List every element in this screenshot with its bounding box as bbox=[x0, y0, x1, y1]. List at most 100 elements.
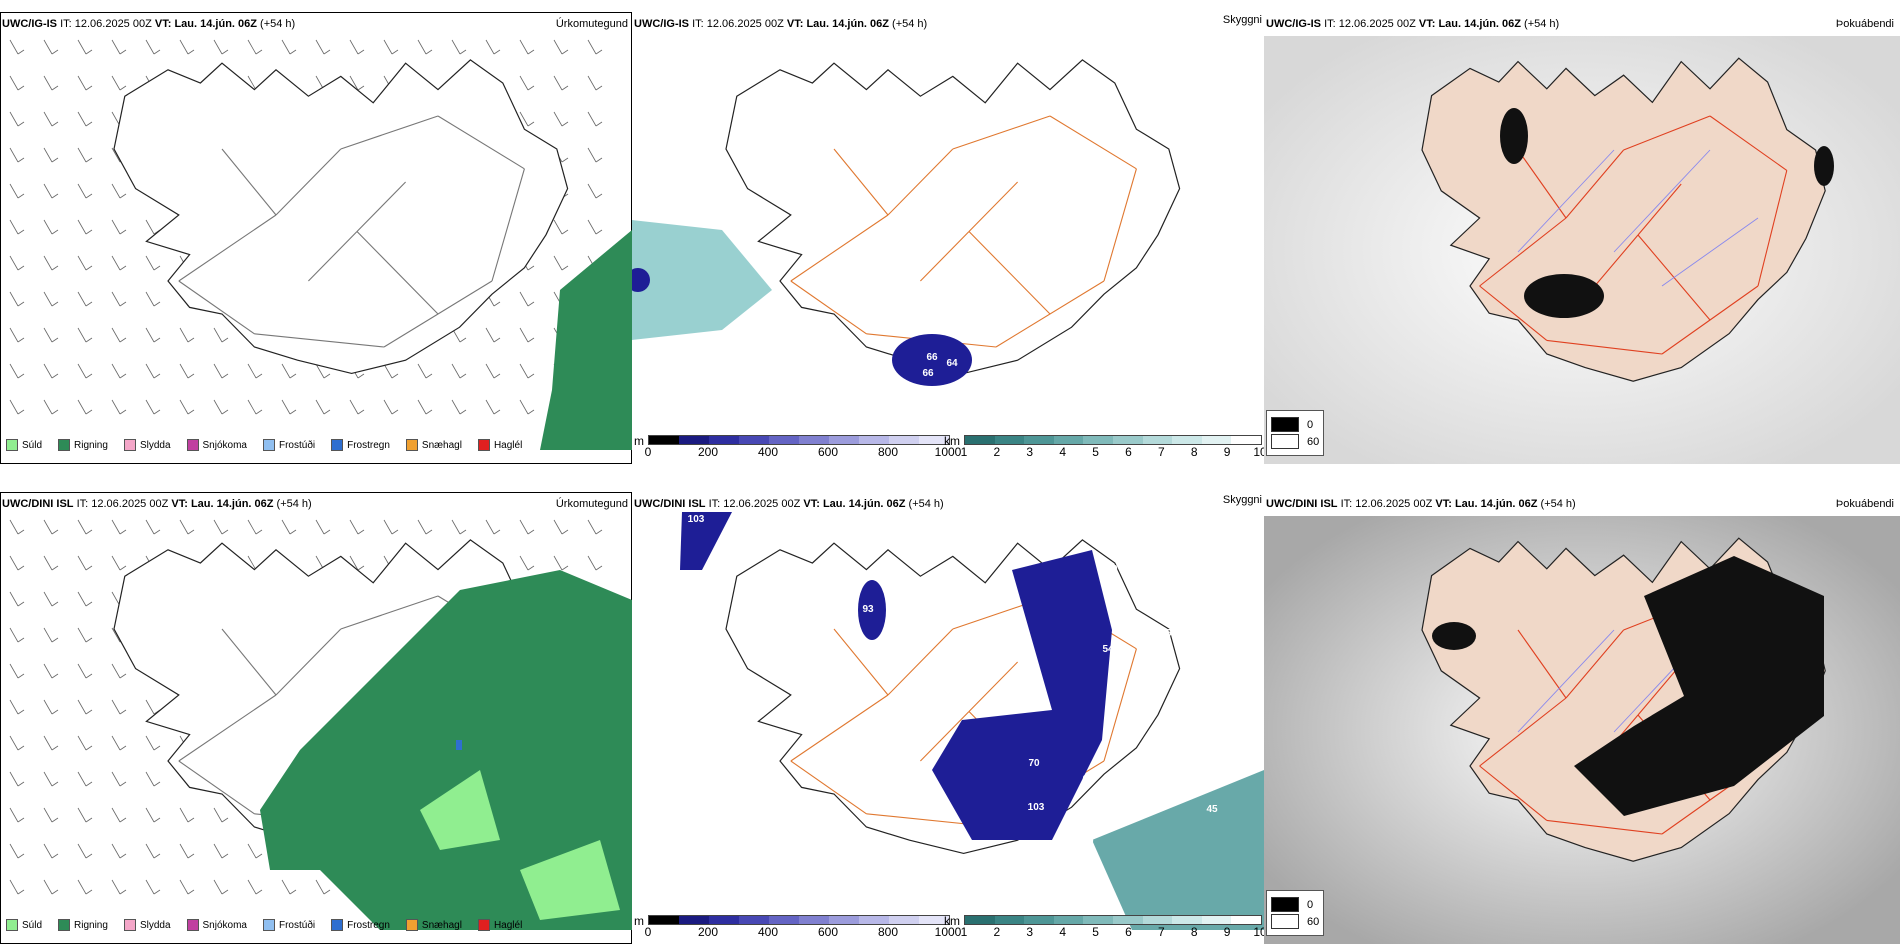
road-line bbox=[1479, 285, 1548, 341]
wind-barb bbox=[111, 699, 121, 715]
road-line bbox=[1103, 648, 1137, 762]
road-line bbox=[221, 148, 277, 216]
vis-color-cell bbox=[965, 916, 995, 924]
wind-barb-tick bbox=[493, 49, 501, 55]
wind-barb bbox=[553, 39, 563, 55]
wind-barb bbox=[485, 363, 495, 379]
wind-barb bbox=[247, 843, 257, 859]
wind-barb-tick bbox=[187, 889, 195, 895]
cloud-base-label: 45 bbox=[1206, 804, 1218, 815]
wind-barb bbox=[179, 363, 189, 379]
wind-barb bbox=[9, 183, 19, 199]
wind-barb bbox=[145, 327, 155, 343]
legend-label: Snæhagl bbox=[421, 439, 462, 451]
road-line bbox=[1546, 819, 1663, 835]
wind-barb bbox=[43, 771, 53, 787]
legend-item: Frostregn bbox=[331, 439, 390, 451]
wind-barb-tick bbox=[323, 373, 331, 379]
wind-barb bbox=[111, 327, 121, 343]
wind-barb-tick bbox=[595, 49, 603, 55]
wind-barb bbox=[247, 555, 257, 571]
wind-barb bbox=[281, 39, 291, 55]
cloud-base-label: 54 bbox=[1102, 644, 1114, 655]
road-line bbox=[308, 231, 358, 282]
wind-barb bbox=[145, 39, 155, 55]
wind-barb-tick bbox=[527, 529, 535, 535]
wind-barb-tick bbox=[459, 337, 467, 343]
wind-barb bbox=[43, 111, 53, 127]
height-tick: 1000 bbox=[934, 925, 962, 939]
wind-barb bbox=[145, 291, 155, 307]
wind-barb-tick bbox=[119, 709, 127, 715]
cloud-blob bbox=[680, 512, 732, 570]
cloud-base-label: 70 bbox=[1028, 758, 1040, 769]
height-colorbar: m 0 200 400 600 800 1000 bbox=[634, 435, 961, 461]
wind-barb-tick bbox=[51, 529, 59, 535]
wind-barb-tick bbox=[17, 301, 25, 307]
wind-barb bbox=[485, 327, 495, 343]
road-line bbox=[275, 148, 342, 216]
precip-panel-dini: UWC/DINI ISL IT: 12.06.2025 00Z VT: Lau.… bbox=[0, 492, 632, 944]
road-line bbox=[1479, 697, 1567, 767]
wind-barb-tick bbox=[255, 529, 263, 535]
wind-barb bbox=[451, 39, 461, 55]
wind-barb bbox=[111, 519, 121, 535]
vis-color-cell bbox=[1201, 916, 1232, 924]
road-line bbox=[833, 148, 889, 216]
height-color-cell bbox=[739, 436, 769, 444]
wind-barb-tick bbox=[561, 529, 569, 535]
wind-barb bbox=[111, 291, 121, 307]
wind-barb-tick bbox=[595, 193, 603, 199]
wind-barb bbox=[383, 39, 393, 55]
wind-barb bbox=[179, 399, 189, 415]
wind-barb bbox=[247, 399, 257, 415]
wind-barb bbox=[247, 39, 257, 55]
vis-tick: 5 bbox=[1092, 925, 1099, 939]
wind-barb bbox=[111, 255, 121, 271]
wind-barb-tick bbox=[51, 817, 59, 823]
road-line bbox=[1103, 168, 1137, 282]
wind-barb bbox=[43, 327, 53, 343]
wind-barb-tick bbox=[153, 853, 161, 859]
wind-barb bbox=[111, 219, 121, 235]
wind-barb bbox=[213, 807, 223, 823]
wind-barb bbox=[553, 75, 563, 91]
wind-barb-tick bbox=[119, 781, 127, 787]
vis-tick: 6 bbox=[1125, 925, 1132, 939]
wind-barb-tick bbox=[187, 817, 195, 823]
legend-item: Rigning bbox=[58, 439, 108, 451]
wind-barb bbox=[9, 39, 19, 55]
fog-dense-areas bbox=[1500, 108, 1834, 318]
height-tick: 1000 bbox=[934, 445, 962, 459]
legend-label: Rigning bbox=[74, 439, 108, 451]
legend-label: Slydda bbox=[139, 439, 171, 451]
vis-unit: km bbox=[944, 914, 960, 928]
wind-barb bbox=[213, 363, 223, 379]
wind-barb-tick bbox=[153, 49, 161, 55]
wind-barb bbox=[145, 807, 155, 823]
wind-barb-tick bbox=[119, 337, 127, 343]
wind-barb-tick bbox=[17, 565, 25, 571]
cloud-blob bbox=[632, 268, 650, 292]
wind-barb bbox=[587, 111, 597, 127]
fog-dense-areas bbox=[1432, 556, 1824, 816]
wind-barb bbox=[179, 327, 189, 343]
vis-color-cell bbox=[1172, 436, 1202, 444]
height-scale: 0 200 400 600 800 1000 bbox=[644, 915, 961, 941]
height-color-cell bbox=[709, 916, 739, 924]
precip-panel-igis: UWC/IG-IS IT: 12.06.2025 00Z VT: Lau. 14… bbox=[0, 12, 632, 464]
wind-barb-tick bbox=[595, 157, 603, 163]
wind-barb-tick bbox=[289, 409, 297, 415]
vt-label: VT: bbox=[154, 18, 172, 30]
height-tick: 0 bbox=[644, 925, 652, 939]
vis-unit: km bbox=[944, 434, 960, 448]
legend-swatch bbox=[331, 439, 344, 451]
init-time: 12.06.2025 00Z bbox=[1355, 498, 1433, 510]
wind-barb-tick bbox=[391, 529, 399, 535]
road-line bbox=[968, 661, 1018, 712]
wind-barb bbox=[213, 879, 223, 895]
fog-legend-swatch bbox=[1271, 897, 1299, 912]
legend-item: Snjókoma bbox=[186, 439, 247, 451]
wind-barb bbox=[485, 39, 495, 55]
wind-barb-tick bbox=[85, 373, 93, 379]
